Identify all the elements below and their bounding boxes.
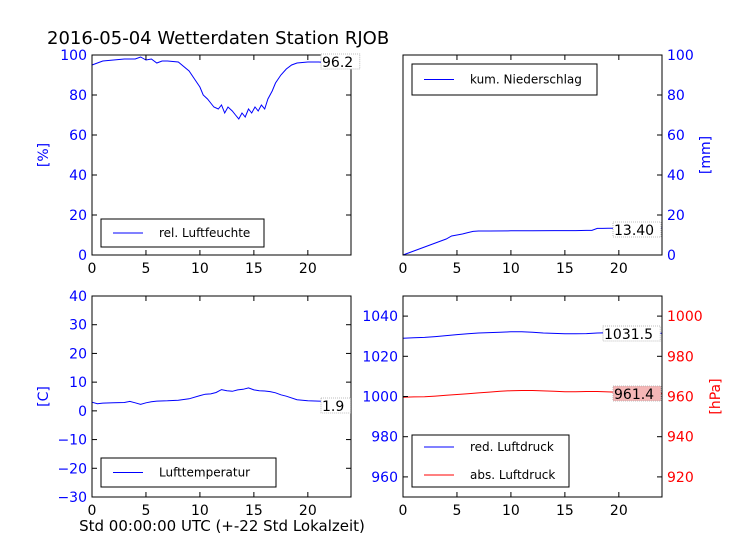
pressure-ytick-right-label: 1000: [667, 309, 703, 325]
temperature-xtick-label: 20: [299, 503, 317, 519]
temperature-ytick-label: 40: [69, 289, 87, 305]
precip-panel: 0 5 10 15 20 0 20 40 60 80 100 [mm] 13.40 kum. Nieder…: [399, 48, 714, 277]
humidity-xtick-label: 0: [88, 261, 97, 277]
temperature-ytick-label: −10: [57, 433, 87, 449]
pressure-annotation-box: [612, 385, 662, 402]
temperature-ytick-label: 0: [78, 404, 87, 420]
temperature-legend-label: Lufttemperatur: [159, 466, 250, 480]
humidity-series-relluftfeuchte: [91, 56, 351, 120]
humidity-legend-label: rel. Luftfeuchte: [159, 226, 250, 240]
temperature-xtick-label: 5: [141, 503, 150, 519]
temperature-ylabel: [C]: [36, 386, 52, 407]
temperature-annotation-box: [320, 397, 352, 414]
figure-xlabel: Std 00:00:00 UTC (+-22 Std Lokalzeit): [79, 517, 365, 535]
pressure-ytick-right-label: 980: [667, 349, 694, 365]
pressure-legend-box: [411, 434, 570, 488]
humidity-ytick-label: 60: [69, 128, 87, 144]
humidity-panel: 0 5 10 15 20 0 20 40 60 80 100 [%] 96.2 rel. Luftfeuc…: [36, 48, 361, 277]
humidity-xtick-label: 20: [299, 261, 317, 277]
pressure-ytick-label: 1020: [362, 349, 398, 365]
humidity-frame: [91, 54, 352, 256]
precip-ylabel: [mm]: [698, 136, 714, 174]
precip-xtick-label: 0: [399, 261, 408, 277]
pressure-ytick-label: 1000: [362, 390, 398, 406]
precip-xtick-label: 20: [610, 261, 628, 277]
precip-ytick-label: 80: [667, 88, 685, 104]
temperature-ytick-label: −30: [57, 490, 87, 506]
pressure-ylabel-right: [hPa]: [708, 378, 724, 414]
pressure-xtick-label: 5: [452, 503, 461, 519]
pressure-ytick-label: 980: [371, 430, 398, 446]
pressure-panel: 0 5 10 15 20 960 980 1000 1020 1040 920 940 960 980 10…: [362, 295, 724, 519]
precip-ytick-label: 0: [667, 248, 676, 264]
precip-ytick-label: 20: [667, 208, 685, 224]
pressure-legend-label: abs. Luftdruck: [470, 468, 555, 482]
humidity-xtick-label: 15: [245, 261, 263, 277]
temperature-panel: 0 5 10 15 20 −30 −20 −10 0 10 20 30 40 [C] 1.9 Lufttemp…: [36, 289, 352, 519]
temperature-series-lufttemperatur: [91, 387, 352, 405]
humidity-annotation-box: [320, 53, 361, 70]
precip-annotation: 13.40: [614, 223, 654, 239]
temperature-frame: [91, 295, 352, 498]
humidity-ylabel: [%]: [36, 143, 52, 167]
temperature-xtick-label: 10: [191, 503, 209, 519]
temperature-annotation: 1.9: [322, 399, 344, 415]
humidity-annotation: 96.2: [322, 55, 353, 71]
precip-xtick-label: 10: [502, 261, 520, 277]
precip-ytick-label: 40: [667, 168, 685, 184]
precip-ytick-label: 60: [667, 128, 685, 144]
pressure-annotation-box: [602, 325, 661, 342]
pressure-ytick-right-label: 940: [667, 430, 694, 446]
humidity-ytick-label: 20: [69, 208, 87, 224]
pressure-legend-label: red. Luftdruck: [470, 440, 554, 454]
pressure-xtick-label: 0: [399, 503, 408, 519]
temperature-ytick-label: 30: [69, 318, 87, 334]
pressure-ytick-right-label: 960: [667, 390, 694, 406]
humidity-xtick-label: 10: [191, 261, 209, 277]
pressure-xtick-label: 15: [556, 503, 574, 519]
precip-ytick-label: 100: [667, 48, 694, 64]
humidity-xtick-label: 5: [141, 261, 150, 277]
pressure-annotation: 1031.5: [604, 327, 653, 343]
precip-frame: [402, 54, 663, 256]
precip-series-kumniederschlag: [402, 227, 662, 256]
temperature-ytick-label: −20: [57, 461, 87, 477]
precip-xtick-label: 5: [452, 261, 461, 277]
pressure-xtick-label: 10: [502, 503, 520, 519]
precip-legend-label: kum. Niederschlag: [470, 73, 582, 87]
humidity-ytick-label: 80: [69, 88, 87, 104]
temperature-xtick-label: 15: [245, 503, 263, 519]
precip-xtick-label: 15: [556, 261, 574, 277]
figure-title: 2016-05-04 Wetterdaten Station RJOB: [47, 28, 389, 49]
pressure-xtick-label: 20: [610, 503, 628, 519]
pressure-annotation: 961.4: [614, 387, 654, 403]
temperature-xtick-label: 0: [88, 503, 97, 519]
temperature-ytick-label: 10: [69, 375, 87, 391]
pressure-ytick-label: 960: [371, 470, 398, 486]
humidity-ytick-label: 40: [69, 168, 87, 184]
pressure-ytick-label: 1040: [362, 309, 398, 325]
humidity-ytick-label: 0: [78, 248, 87, 264]
humidity-ytick-label: 100: [60, 48, 87, 64]
pressure-ytick-right-label: 920: [667, 470, 694, 486]
precip-annotation-box: [612, 221, 662, 238]
temperature-ytick-label: 20: [69, 346, 87, 362]
